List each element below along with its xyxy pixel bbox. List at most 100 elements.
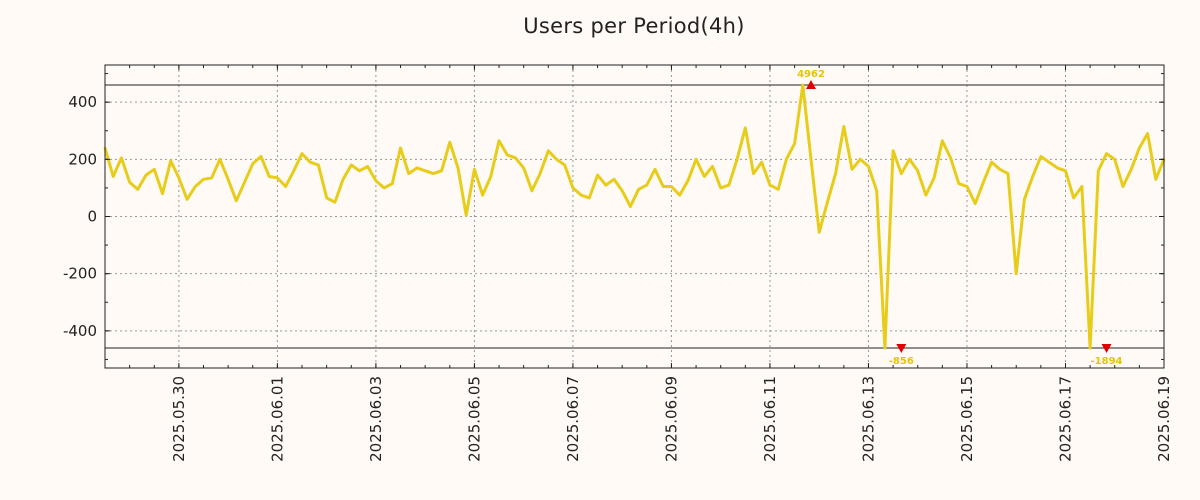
y-tick-label: -400	[63, 322, 97, 340]
grid	[105, 65, 1165, 368]
data-point	[465, 213, 468, 217]
axes: 400 200 0 -200 -400 2025.05.30 2025.06.01 2025.…	[63, 64, 1173, 462]
data-point	[1138, 146, 1141, 150]
data-point	[711, 165, 714, 168]
data-point	[735, 158, 739, 161]
data-point	[1154, 178, 1158, 181]
data-point	[333, 201, 337, 204]
data-point	[514, 156, 517, 160]
data-point	[382, 186, 386, 190]
data-point	[965, 185, 969, 188]
data-point	[727, 183, 731, 187]
annotations: 4962 -856 -1894	[797, 69, 1122, 367]
data-point	[153, 168, 156, 171]
data-point	[1080, 185, 1084, 188]
data-point	[793, 142, 796, 145]
series-layer	[103, 83, 1166, 350]
data-point	[1023, 198, 1026, 201]
data-point	[826, 201, 829, 204]
annotation-label: -1894	[1091, 356, 1123, 367]
data-point	[325, 196, 328, 200]
data-point	[259, 155, 263, 158]
data-point	[161, 192, 164, 195]
data-point	[317, 163, 320, 167]
x-tick-label: 2025.06.05	[465, 376, 483, 462]
annotation-label: 4962	[797, 69, 825, 80]
data-point	[177, 176, 181, 180]
data-point	[941, 139, 944, 142]
data-point	[120, 156, 123, 160]
data-point	[801, 83, 804, 87]
data-point	[875, 189, 878, 192]
data-point	[662, 185, 665, 188]
data-point	[202, 178, 205, 181]
x-tick-label: 2025.06.19	[1155, 376, 1173, 462]
data-point	[891, 149, 895, 152]
data-point	[974, 202, 977, 205]
data-point	[563, 163, 566, 167]
data-point	[637, 188, 640, 191]
data-point	[300, 152, 304, 155]
data-point	[604, 183, 607, 187]
data-point	[842, 125, 845, 128]
data-point	[678, 193, 681, 197]
data-point	[694, 158, 698, 161]
annotation-marker	[806, 80, 816, 90]
data-point	[768, 183, 772, 187]
data-point	[506, 153, 509, 157]
data-point	[744, 126, 747, 130]
data-point	[719, 186, 722, 190]
data-point	[276, 176, 279, 180]
series-line	[103, 83, 1166, 350]
data-point	[497, 139, 501, 142]
x-tick-label: 2025.06.17	[1056, 376, 1074, 462]
data-point	[752, 172, 755, 175]
data-point	[1047, 161, 1051, 164]
data-point	[883, 346, 887, 350]
data-point	[596, 173, 599, 177]
x-tick-label: 2025.06.07	[564, 376, 582, 462]
data-point	[235, 199, 238, 202]
data-point	[571, 186, 575, 190]
data-point	[949, 156, 952, 160]
data-point	[547, 149, 550, 152]
data-point	[185, 198, 189, 201]
x-tick-label: 2025.06.03	[367, 376, 385, 462]
y-tick-label: -200	[63, 265, 97, 283]
data-point	[309, 161, 312, 164]
data-point	[760, 161, 763, 164]
data-point	[243, 181, 246, 184]
data-point	[128, 181, 131, 184]
data-point	[448, 141, 451, 144]
data-point	[588, 196, 591, 200]
data-point	[432, 172, 435, 175]
chart-title: Users per Period(4h)	[523, 14, 745, 38]
data-point	[424, 169, 427, 172]
data-point	[481, 193, 484, 197]
data-point	[621, 189, 624, 192]
data-point	[268, 175, 271, 178]
data-point	[670, 185, 673, 188]
data-point	[169, 159, 172, 162]
y-tick-label: 200	[68, 150, 97, 168]
data-point	[998, 168, 1001, 171]
annotation-marker	[1101, 343, 1112, 353]
limit-lines	[105, 84, 1164, 349]
data-point	[341, 178, 345, 181]
data-point	[538, 172, 542, 175]
data-point	[555, 158, 558, 161]
x-tick-label: 2025.06.01	[268, 376, 286, 462]
data-point	[194, 185, 197, 188]
data-point	[859, 158, 862, 161]
data-point	[251, 162, 254, 165]
data-point	[1130, 168, 1133, 171]
x-tick-label: 2025.06.09	[662, 376, 680, 462]
data-point	[284, 185, 287, 188]
data-point	[1072, 196, 1075, 200]
data-point	[653, 168, 657, 171]
data-point	[144, 173, 148, 177]
data-point	[374, 179, 378, 182]
data-point	[1039, 155, 1043, 158]
